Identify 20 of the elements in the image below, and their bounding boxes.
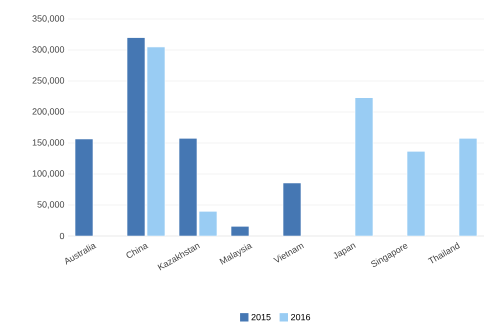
bar bbox=[74, 138, 94, 236]
y-tick-label: 0 bbox=[60, 232, 64, 240]
y-tick-label: 50,000 bbox=[37, 201, 64, 209]
y-tick-label: 100,000 bbox=[32, 170, 64, 178]
bar bbox=[198, 211, 218, 236]
bar bbox=[354, 97, 374, 236]
bar bbox=[282, 182, 302, 236]
legend-label: 2015 bbox=[252, 314, 271, 320]
bar bbox=[458, 138, 478, 236]
y-tick-label: 350,000 bbox=[32, 15, 64, 23]
bar bbox=[146, 46, 166, 236]
y-tick-label: 250,000 bbox=[32, 77, 64, 85]
y-tick-label: 150,000 bbox=[32, 139, 64, 147]
bar bbox=[126, 37, 146, 236]
bar bbox=[178, 138, 198, 236]
legend-label: 2016 bbox=[291, 314, 310, 320]
bar bbox=[406, 151, 426, 236]
y-tick-label: 300,000 bbox=[32, 46, 64, 54]
x-tick-label: China bbox=[126, 244, 148, 258]
y-tick-label: 200,000 bbox=[32, 108, 64, 116]
